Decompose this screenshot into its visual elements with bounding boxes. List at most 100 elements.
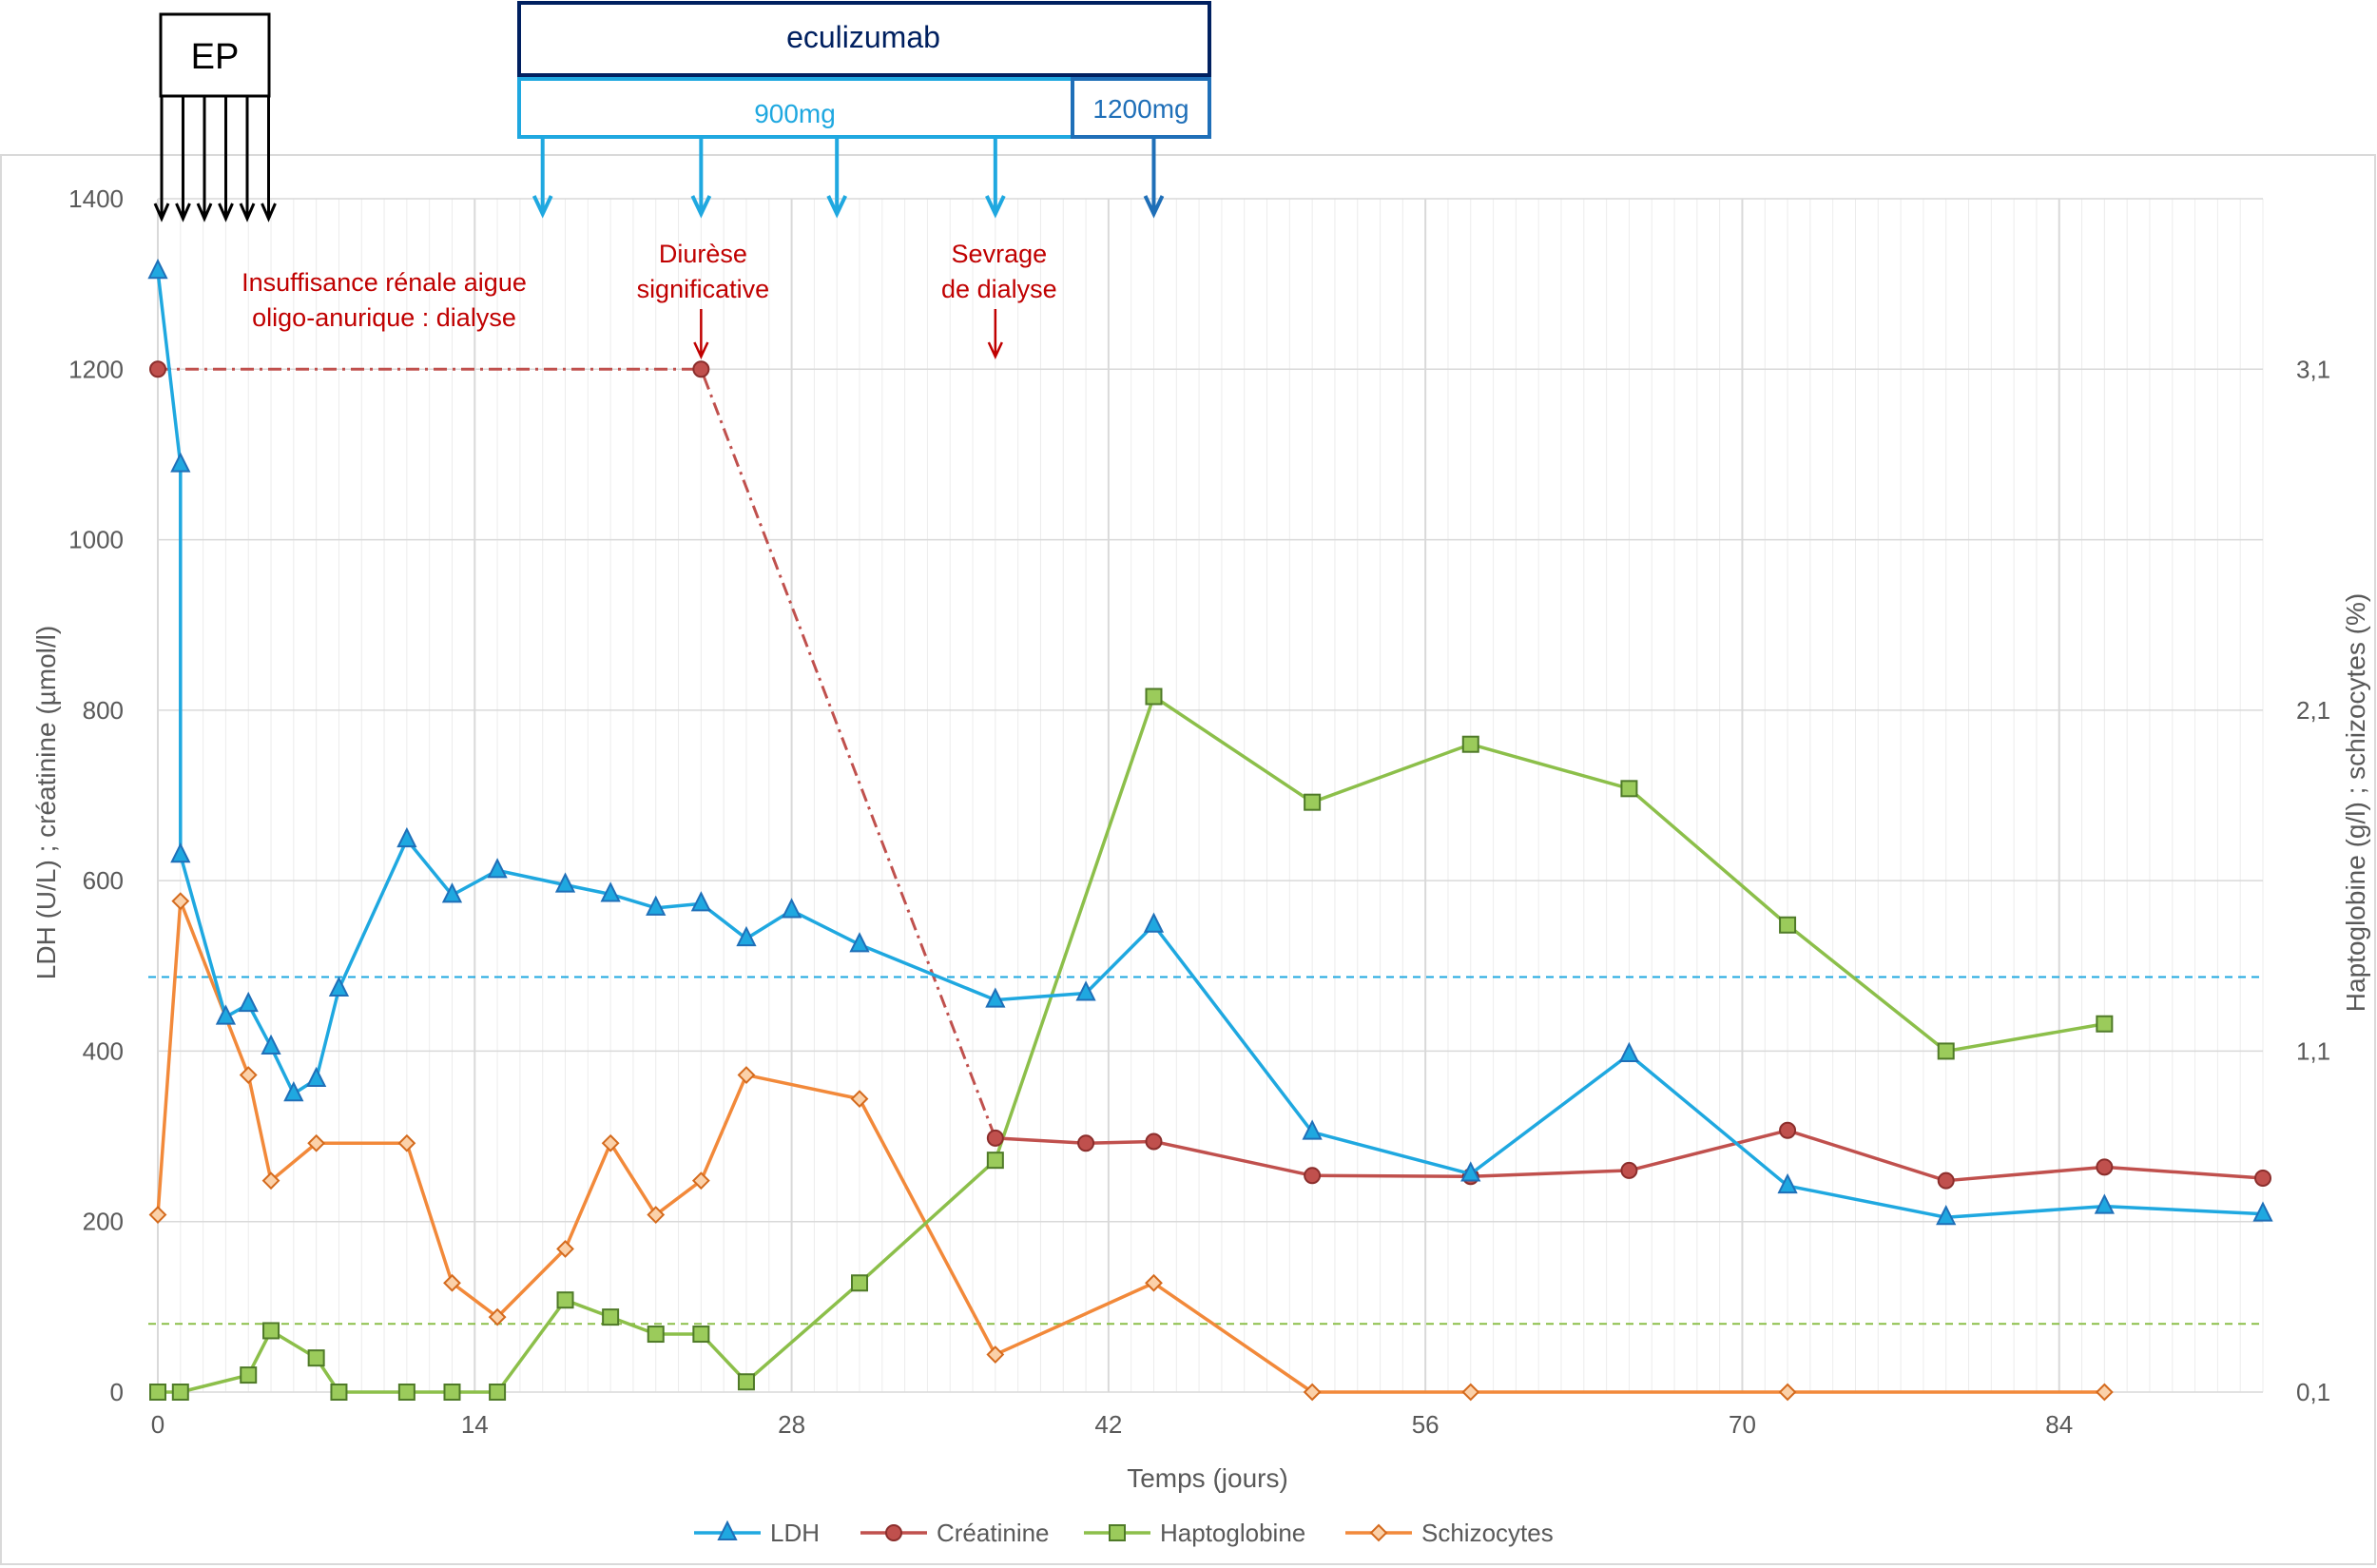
creatinine-point <box>2096 1158 2114 1176</box>
y-left-tick-label: 800 <box>83 696 124 725</box>
haptoglobine-point <box>692 1326 710 1344</box>
creatinine-point <box>1937 1171 1955 1190</box>
ldh-point <box>170 452 191 473</box>
y-axis-left-ticks: 0 200 400 600 800 1000 1200 1400 <box>68 184 124 1406</box>
dose-1200-label: 1200mg <box>1092 94 1188 124</box>
haptoglobine-point <box>986 1152 1004 1170</box>
eculizumab-box <box>517 1 1211 77</box>
ep-arrow-head <box>175 203 191 223</box>
haptoglobine-point <box>1304 793 1322 811</box>
annotation-text: Insuffisance rénale aigue <box>242 268 527 297</box>
legend-marker-haptoglobine <box>1109 1524 1126 1541</box>
schizocytes-point <box>1461 1383 1480 1402</box>
creatinine-point <box>1077 1134 1095 1152</box>
schizocytes-point <box>850 1090 869 1109</box>
legend-marker-ldh <box>717 1520 738 1540</box>
y-left-tick-label: 400 <box>83 1036 124 1065</box>
creatinine-dialysis-point <box>692 360 710 378</box>
ldh-point <box>487 858 508 879</box>
ep-arrow-head <box>153 203 170 223</box>
ldh-point <box>328 976 350 997</box>
x-tick-label: 84 <box>2045 1410 2073 1439</box>
schizocytes-point <box>1778 1383 1797 1402</box>
creatinine-point <box>1620 1161 1638 1179</box>
haptoglobine-point <box>2096 1015 2114 1033</box>
eculizumab-treatment: eculizumab 900mg 1200mg <box>517 1 1211 219</box>
schizocytes-point <box>397 1133 416 1152</box>
ep-arrow-head <box>218 203 234 223</box>
ep-session-arrows <box>153 96 277 223</box>
annotation-text: Diurèse <box>659 240 747 268</box>
haptoglobine-point <box>602 1308 620 1326</box>
haptoglobine-point <box>489 1384 507 1401</box>
schizocytes-point <box>1303 1383 1322 1402</box>
legend-marker-creatinine <box>885 1524 902 1541</box>
y-left-tick-label: 200 <box>83 1208 124 1236</box>
schizocytes-point <box>691 1171 710 1191</box>
annotation-arrow-head <box>693 341 709 359</box>
x-axis-title: Temps (jours) <box>1127 1463 1288 1493</box>
haptoglobine-point <box>1461 735 1479 753</box>
chart-area-frame <box>0 154 2376 1565</box>
ldh-point <box>1143 912 1165 933</box>
schizocytes-point <box>148 1206 167 1224</box>
ldh-point <box>690 891 711 912</box>
y-axis-right-title: Haptoglobine (g/l) ; schizocytes (%) <box>2341 593 2370 1012</box>
haptoglobine-point <box>1937 1042 1955 1060</box>
haptoglobine-point <box>307 1349 325 1367</box>
haptoglobine-point <box>397 1384 415 1401</box>
y-left-tick-label: 0 <box>110 1378 124 1406</box>
y-left-tick-label: 1200 <box>68 355 124 383</box>
x-tick-label: 42 <box>1094 1410 1122 1439</box>
haptoglobine-point <box>262 1322 280 1340</box>
schizocytes-point <box>443 1273 461 1292</box>
ldh-point <box>1618 1041 1640 1063</box>
haptoglobine-point <box>240 1366 258 1384</box>
schizocytes-point <box>2095 1383 2114 1402</box>
ldh-point <box>1936 1204 1957 1226</box>
ldh-point <box>1777 1172 1798 1194</box>
creatinine-line <box>995 1129 2264 1183</box>
x-axis-ticks: 0 14 28 42 56 70 84 <box>151 1410 2073 1439</box>
dose-900-label: 900mg <box>754 99 836 128</box>
dose-900-box <box>517 77 1074 139</box>
schizocytes-line <box>156 899 2105 1394</box>
x-tick-label: 0 <box>151 1410 164 1439</box>
creatinine-point <box>2254 1169 2271 1187</box>
ep-arrow-head <box>239 203 256 223</box>
ldh-point <box>1302 1119 1323 1140</box>
legend: LDH Créatinine Haptoglobine Schizocytes <box>694 1519 1554 1547</box>
dose-1200-box <box>1071 77 1211 139</box>
annotation-text: oligo-anurique : dialyse <box>252 303 516 332</box>
schizocytes-point <box>239 1066 258 1084</box>
haptoglobine-point <box>330 1384 348 1401</box>
schizocytes-point <box>307 1133 326 1152</box>
x-tick-label: 14 <box>461 1410 489 1439</box>
reference-lines <box>148 976 2263 1326</box>
ep-arrow-head <box>261 203 277 223</box>
annotations: Insuffisance rénale aigue oligo-anurique … <box>242 240 1057 359</box>
data-series <box>147 258 2273 1402</box>
haptoglobine-point <box>149 1384 166 1401</box>
y-left-tick-label: 600 <box>83 866 124 895</box>
haptoglobine-point <box>171 1384 189 1401</box>
y-left-tick-label: 1400 <box>68 184 124 213</box>
ep-arrow-head <box>196 203 213 223</box>
annotation-text: significative <box>637 275 770 303</box>
y-right-tick-label: 3,1 <box>2296 355 2330 383</box>
ldh-point <box>781 898 802 919</box>
haptoglobine-point <box>443 1384 461 1401</box>
y-left-tick-label: 1000 <box>68 526 124 554</box>
haptoglobine-point <box>647 1326 665 1344</box>
schizocytes-point <box>488 1307 507 1326</box>
schizocytes-point <box>737 1066 756 1084</box>
schizocytes-point <box>986 1345 1005 1364</box>
y-right-tick-label: 2,1 <box>2296 696 2330 725</box>
ldh-point <box>215 1004 237 1025</box>
ldh-point <box>396 826 417 848</box>
ldh-point <box>646 895 667 916</box>
creatinine-point <box>1304 1167 1322 1185</box>
dose-arrow-head <box>690 195 712 219</box>
haptoglobine-point <box>1145 687 1163 706</box>
x-tick-label: 70 <box>1729 1410 1756 1439</box>
